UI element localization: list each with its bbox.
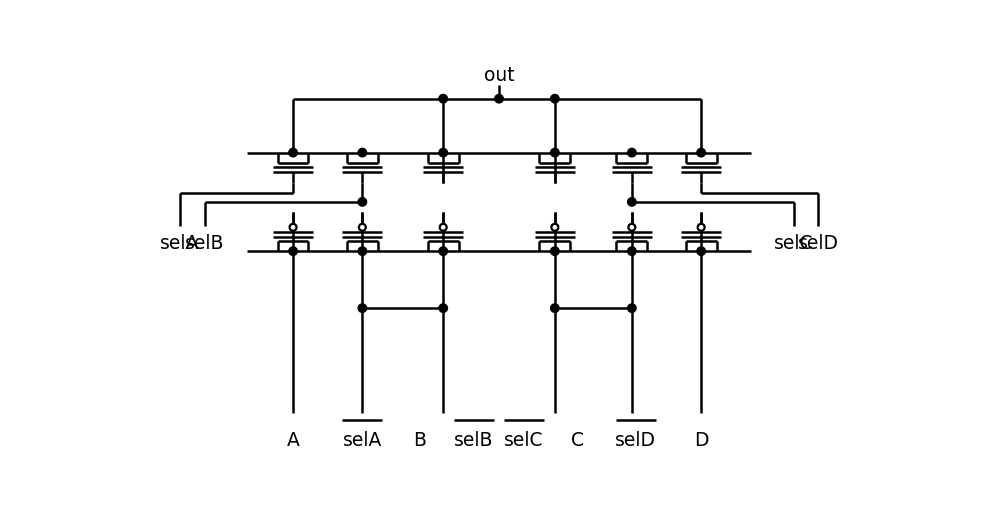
Circle shape	[551, 224, 558, 231]
Text: out: out	[484, 66, 514, 84]
Text: selA: selA	[160, 234, 200, 253]
Text: selC: selC	[504, 430, 544, 449]
Circle shape	[495, 95, 503, 104]
Text: A: A	[287, 430, 299, 449]
Circle shape	[551, 304, 559, 313]
Circle shape	[551, 247, 559, 256]
Circle shape	[628, 149, 636, 157]
Circle shape	[628, 247, 636, 256]
Circle shape	[439, 247, 447, 256]
Circle shape	[358, 149, 367, 157]
Text: B: B	[414, 430, 427, 449]
Text: selC: selC	[774, 234, 813, 253]
Circle shape	[359, 224, 366, 231]
Circle shape	[628, 198, 636, 207]
Circle shape	[551, 95, 559, 104]
Circle shape	[698, 224, 705, 231]
Circle shape	[440, 224, 447, 231]
Circle shape	[439, 149, 447, 157]
Circle shape	[439, 95, 447, 104]
Circle shape	[358, 198, 367, 207]
Circle shape	[551, 149, 559, 157]
Circle shape	[289, 149, 297, 157]
Circle shape	[358, 247, 367, 256]
Text: selD: selD	[615, 430, 656, 449]
Circle shape	[439, 304, 447, 313]
Text: selA: selA	[343, 430, 382, 449]
Circle shape	[628, 224, 635, 231]
Text: selB: selB	[454, 430, 494, 449]
Text: C: C	[571, 430, 584, 449]
Text: selD: selD	[798, 234, 839, 253]
Circle shape	[697, 247, 705, 256]
Circle shape	[290, 224, 297, 231]
Circle shape	[628, 304, 636, 313]
Circle shape	[289, 247, 297, 256]
Circle shape	[697, 149, 705, 157]
Text: selB: selB	[185, 234, 224, 253]
Text: D: D	[694, 430, 708, 449]
Circle shape	[358, 304, 367, 313]
